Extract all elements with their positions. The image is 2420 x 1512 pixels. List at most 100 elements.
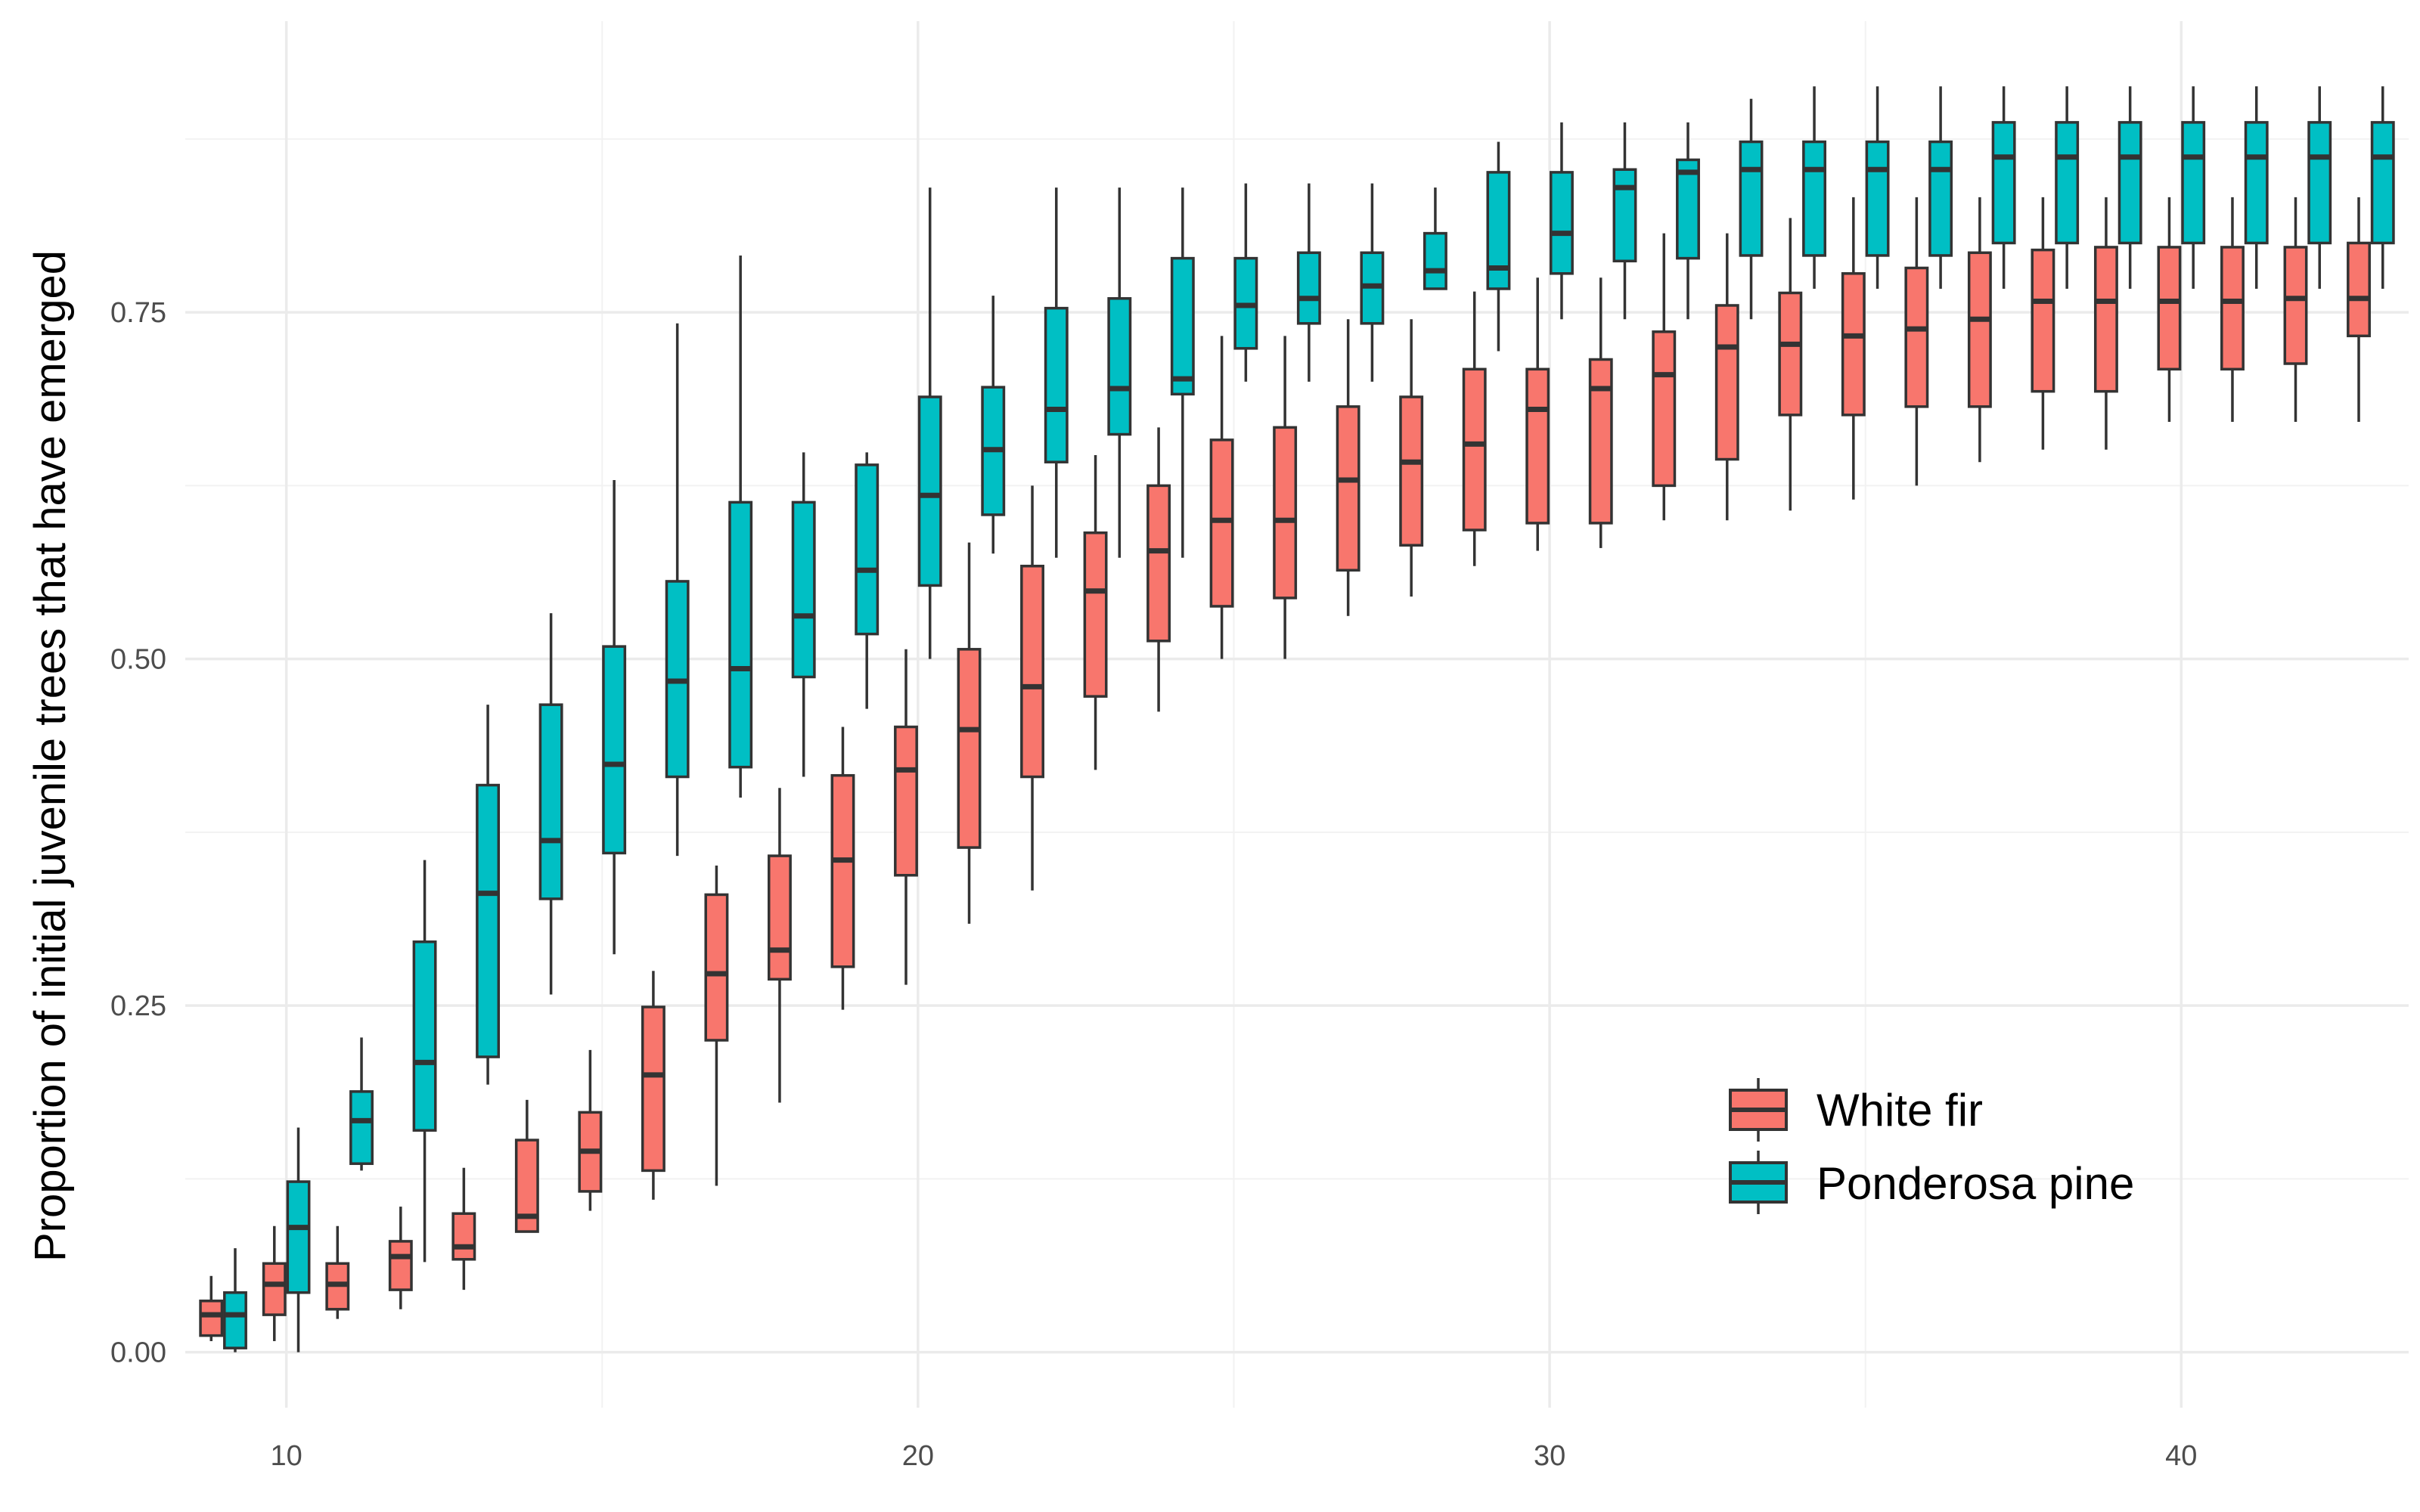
box-body	[1550, 171, 1574, 275]
legend-label-white-fir: White fir	[1817, 1085, 1983, 1136]
box-body	[1865, 140, 1890, 257]
box-ponderosa-pine	[2307, 86, 2332, 289]
box-white-fir	[578, 1049, 603, 1211]
box-layer	[199, 86, 2395, 1352]
box-white-fir	[1209, 336, 1234, 659]
y-tick-label: 0.00	[110, 1337, 166, 1369]
box-body	[1083, 531, 1108, 698]
box-body	[2283, 246, 2308, 365]
box-ponderosa-pine	[1991, 86, 2016, 289]
box-body	[1652, 330, 1677, 488]
box-body	[1146, 484, 1171, 643]
box-ponderosa-pine	[1423, 187, 1447, 290]
axis-layer: 0.00 0.25 0.50 0.75 10 20 30 40	[110, 297, 2197, 1472]
box-ponderosa-pine	[286, 1127, 311, 1352]
box-white-fir	[325, 1225, 350, 1319]
y-axis-title: Proportion of initial juvenile trees tha…	[26, 250, 75, 1262]
box-body	[1612, 168, 1637, 263]
box-body	[1802, 140, 1827, 257]
box-body	[1209, 438, 1234, 608]
box-ponderosa-pine	[1550, 122, 1574, 320]
box-white-fir	[1083, 455, 1108, 770]
box-white-fir	[1336, 319, 1360, 616]
box-body	[349, 1090, 374, 1165]
box-ponderosa-pine	[1360, 183, 1385, 382]
box-white-fir	[1904, 197, 1929, 486]
box-ponderosa-pine	[1739, 98, 1764, 320]
box-ponderosa-pine	[1044, 187, 1069, 558]
box-white-fir	[2157, 197, 2182, 423]
box-white-fir	[2347, 197, 2371, 423]
box-body	[1336, 405, 1360, 572]
box-white-fir	[1462, 291, 1487, 566]
box-white-fir	[1967, 197, 1992, 463]
box-body	[1486, 171, 1511, 290]
box-white-fir	[1778, 218, 1803, 511]
box-white-fir	[641, 971, 666, 1200]
box-body	[855, 463, 880, 636]
box-white-fir	[2031, 197, 2055, 450]
box-body	[1020, 565, 1044, 779]
box-white-fir	[451, 1167, 476, 1290]
box-body	[1928, 140, 1953, 257]
box-body	[1525, 367, 1550, 525]
box-ponderosa-pine	[2181, 86, 2206, 289]
box-body	[1423, 231, 1447, 290]
box-body	[1273, 426, 1298, 600]
box-body	[1714, 304, 1739, 461]
box-body	[2307, 121, 2332, 245]
box-body	[2157, 246, 2182, 371]
legend: White fir Ponderosa pine	[1729, 1078, 2134, 1214]
box-white-fir	[199, 1275, 224, 1341]
box-body	[2347, 241, 2371, 338]
box-body	[2181, 121, 2206, 245]
box-body	[957, 648, 982, 849]
box-white-fir	[1588, 277, 1613, 548]
box-ponderosa-pine	[538, 613, 563, 995]
box-white-fir	[830, 727, 855, 1010]
box-body	[476, 783, 501, 1058]
x-tick-label: 20	[902, 1440, 934, 1472]
box-body	[1676, 158, 1700, 260]
box-body	[830, 773, 855, 968]
box-white-fir	[1273, 336, 1298, 659]
box-body	[602, 645, 627, 855]
box-white-fir	[2093, 197, 2118, 450]
y-tick-label: 0.50	[110, 644, 166, 676]
box-body	[1967, 251, 1992, 408]
box-white-fir	[1652, 233, 1677, 521]
box-white-fir	[1714, 233, 1739, 521]
box-ponderosa-pine	[412, 860, 437, 1263]
box-ponderosa-pine	[223, 1248, 247, 1352]
box-ponderosa-pine	[791, 452, 816, 777]
box-ponderosa-pine	[2370, 86, 2395, 289]
box-body	[1904, 266, 1929, 408]
box-body	[388, 1240, 413, 1291]
box-body	[1296, 251, 1321, 325]
box-ponderosa-pine	[2244, 86, 2269, 289]
box-body	[2031, 248, 2055, 393]
box-body	[262, 1262, 287, 1316]
box-body	[223, 1291, 247, 1349]
box-body	[704, 893, 729, 1042]
box-ponderosa-pine	[1802, 86, 1827, 289]
box-body	[2118, 121, 2142, 245]
box-white-fir	[2220, 197, 2245, 423]
box-body	[1739, 140, 1764, 257]
box-ponderosa-pine	[1170, 187, 1195, 558]
box-body	[917, 395, 942, 587]
box-body	[451, 1212, 476, 1261]
box-white-fir	[704, 865, 729, 1186]
box-ponderosa-pine	[476, 705, 501, 1085]
x-tick-label: 30	[1534, 1440, 1565, 1472]
box-body	[641, 1005, 666, 1173]
box-ponderosa-pine	[1107, 187, 1132, 558]
box-body	[894, 725, 918, 877]
box-ponderosa-pine	[855, 452, 880, 709]
legend-label-ponderosa-pine: Ponderosa pine	[1817, 1158, 2134, 1209]
box-body	[286, 1180, 311, 1294]
box-white-fir	[1525, 277, 1550, 551]
box-body	[1044, 306, 1069, 463]
box-ponderosa-pine	[1865, 86, 1890, 289]
